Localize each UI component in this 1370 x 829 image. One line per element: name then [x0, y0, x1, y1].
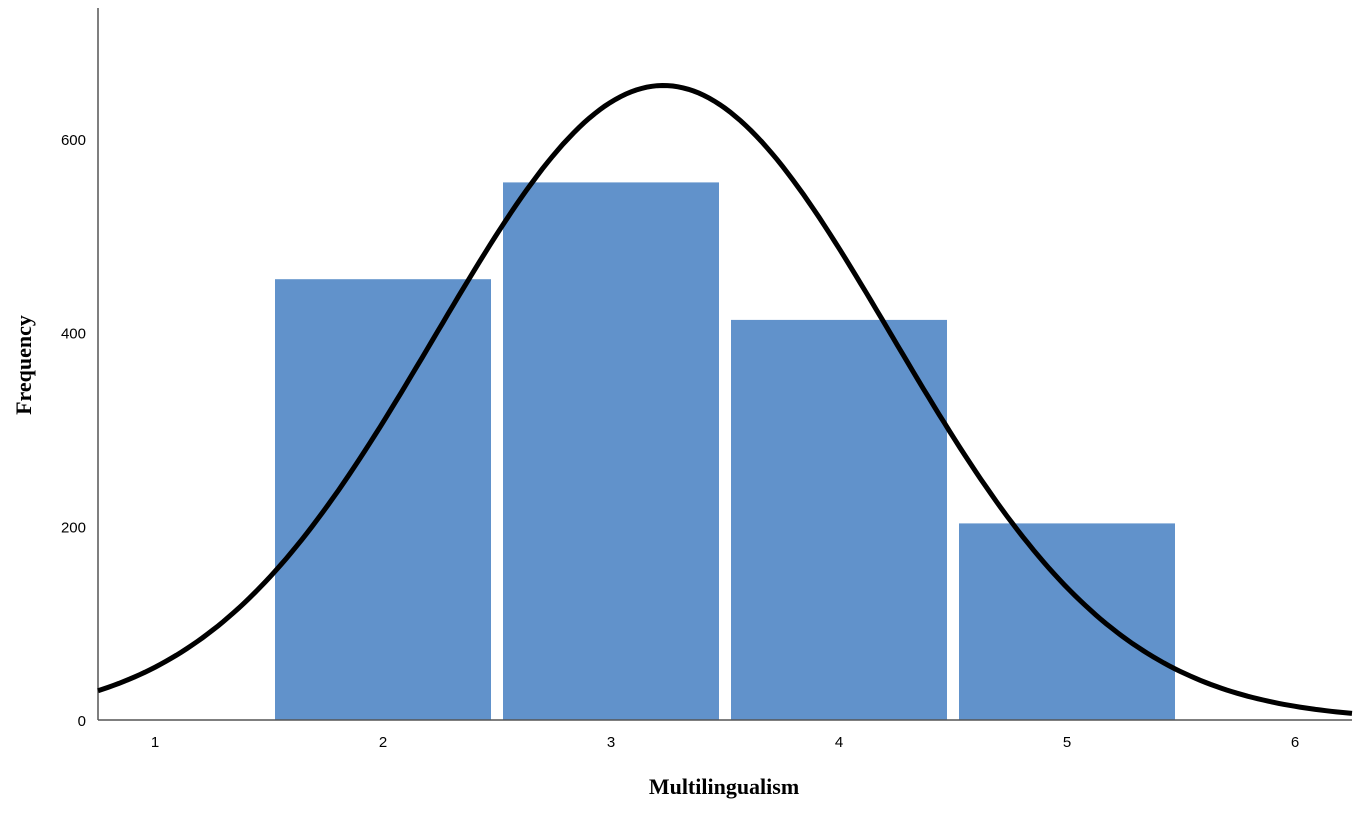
bar-2 — [275, 279, 491, 720]
bar-4 — [731, 319, 947, 720]
bar-5 — [959, 523, 1175, 720]
x-tick-label: 3 — [607, 734, 615, 751]
y-tick-label: 600 — [61, 132, 86, 149]
normal-curve — [97, 82, 1353, 716]
y-tick-label: 400 — [61, 326, 86, 343]
y-tick-labels: 0 200 400 600 — [61, 132, 86, 730]
x-tick-label: 4 — [835, 734, 843, 751]
y-axis-title: Frequency — [11, 315, 36, 415]
x-tick-label: 5 — [1063, 734, 1071, 751]
y-tick-label: 200 — [61, 519, 86, 536]
x-tick-label: 1 — [151, 734, 159, 751]
x-axis-title: Multilingualism — [649, 774, 799, 799]
bars-group — [275, 182, 1175, 720]
x-tick-labels: 1 2 3 4 5 6 — [151, 734, 1299, 751]
y-tick-label: 0 — [78, 713, 86, 730]
bar-3 — [503, 182, 719, 720]
x-tick-label: 6 — [1291, 734, 1299, 751]
x-tick-label: 2 — [379, 734, 387, 751]
axes-group — [97, 8, 1352, 721]
